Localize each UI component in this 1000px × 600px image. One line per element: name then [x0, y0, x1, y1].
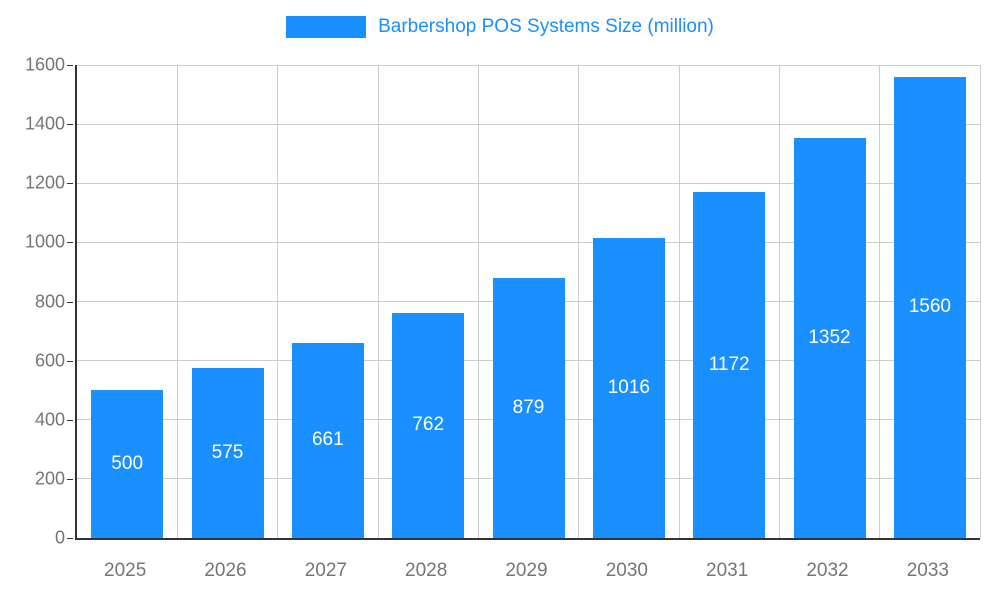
- y-tick-label: 800: [34, 291, 65, 311]
- y-tick-label: 0: [54, 527, 65, 548]
- y-tick-label: 1400: [24, 113, 65, 134]
- y-tick-mark: [67, 242, 73, 244]
- x-tick-label: 2030: [605, 560, 648, 581]
- x-tick-label: 2028: [405, 560, 448, 581]
- x-tick-label: 2031: [706, 560, 749, 581]
- x-tick-label: 2033: [906, 560, 949, 581]
- bar-value-label: 879: [512, 397, 545, 419]
- y-tick-mark: [67, 301, 73, 303]
- bar-2031[interactable]: 1172: [693, 191, 766, 538]
- bar-2030[interactable]: 1016: [592, 237, 665, 538]
- y-tick-mark: [67, 124, 73, 126]
- y-tick-label: 600: [34, 350, 65, 371]
- chart-title: Barbershop POS Systems Size (million): [378, 16, 714, 37]
- bar-value-label: 575: [211, 442, 244, 463]
- gridline-vertical: [277, 65, 279, 538]
- y-tick-mark: [67, 419, 73, 421]
- y-tick-mark: [67, 478, 73, 480]
- x-tick-label: 2027: [304, 560, 347, 581]
- gridline-horizontal: [77, 241, 980, 243]
- y-tick-mark: [67, 538, 73, 539]
- chart-legend: Barbershop POS Systems Size (million): [0, 16, 1000, 38]
- x-axis-labels: 2025 2026 2027 2028 2029 2030 2031 2032 2033: [75, 552, 980, 592]
- y-tick-label: 1000: [24, 231, 65, 252]
- gridline-vertical: [477, 65, 479, 538]
- bar-2028[interactable]: 762: [392, 312, 465, 538]
- y-tick-label: 1600: [24, 54, 65, 75]
- x-tick-label: 2025: [104, 560, 147, 581]
- y-tick-mark: [67, 65, 73, 66]
- bar-2033[interactable]: 1560: [893, 76, 966, 538]
- x-tick-label: 2032: [806, 560, 849, 581]
- gridline-vertical: [979, 65, 981, 538]
- legend-swatch-icon: [286, 16, 367, 38]
- gridline-horizontal: [77, 182, 980, 184]
- gridline-vertical: [377, 65, 379, 538]
- y-axis-labels: 0 200 400 600 800 1000 1200 1400 1600: [0, 55, 73, 548]
- gridline-vertical: [578, 65, 580, 538]
- bar-value-label: 1172: [708, 353, 750, 375]
- bar-2032[interactable]: 1352: [793, 138, 866, 538]
- bar-value-label: 1352: [808, 327, 851, 349]
- bar-2027[interactable]: 661: [291, 342, 364, 538]
- gridline-vertical: [879, 65, 881, 538]
- bar-2025[interactable]: 500: [91, 390, 164, 538]
- bar-2026[interactable]: 575: [191, 368, 264, 538]
- y-tick-label: 200: [34, 468, 65, 489]
- gridline-vertical: [176, 65, 178, 538]
- bar-value-label: 762: [412, 414, 445, 436]
- bar-2029[interactable]: 879: [492, 278, 565, 538]
- bar-value-label: 1560: [908, 296, 951, 318]
- plot-area: 500 575 661 762 879 1016 1172 1352 1560: [75, 64, 981, 540]
- gridline-horizontal: [77, 123, 980, 125]
- bar-value-label: 661: [311, 429, 344, 451]
- y-tick-label: 400: [34, 409, 65, 430]
- gridline-vertical: [778, 65, 780, 538]
- x-tick-label: 2029: [505, 560, 548, 581]
- x-tick-label: 2026: [204, 560, 247, 581]
- y-tick-label: 1200: [24, 172, 65, 193]
- y-tick-mark: [67, 183, 73, 185]
- bar-value-label: 1016: [607, 376, 650, 398]
- gridline-horizontal: [77, 64, 980, 66]
- gridline-vertical: [678, 65, 680, 538]
- y-tick-mark: [67, 360, 73, 362]
- bar-value-label: 500: [111, 453, 144, 475]
